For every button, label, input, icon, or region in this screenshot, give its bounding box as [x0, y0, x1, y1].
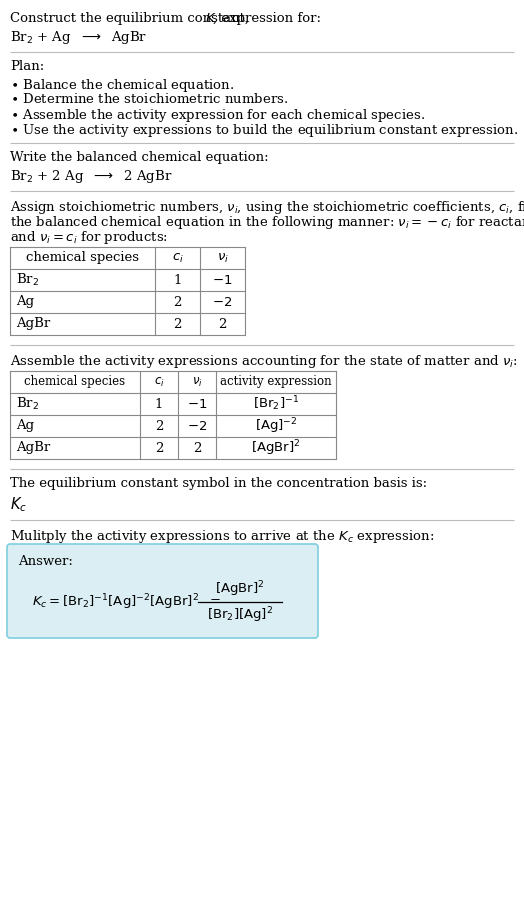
Text: $[\mathrm{Br}_2]^{-1}$: $[\mathrm{Br}_2]^{-1}$ [253, 395, 299, 414]
Text: Br$_2$: Br$_2$ [16, 272, 39, 288]
Text: $-1$: $-1$ [212, 273, 233, 287]
Text: 2: 2 [173, 317, 182, 331]
Text: The equilibrium constant symbol in the concentration basis is:: The equilibrium constant symbol in the c… [10, 477, 427, 490]
Text: Mulitply the activity expressions to arrive at the $K_c$ expression:: Mulitply the activity expressions to arr… [10, 528, 434, 545]
Text: Br$_2$ + 2 Ag  $\longrightarrow$  2 AgBr: Br$_2$ + 2 Ag $\longrightarrow$ 2 AgBr [10, 168, 172, 185]
Text: the balanced chemical equation in the following manner: $\nu_i = -c_i$ for react: the balanced chemical equation in the fo… [10, 214, 524, 231]
Text: 2: 2 [155, 420, 163, 432]
Text: AgBr: AgBr [16, 317, 50, 331]
Text: 1: 1 [155, 397, 163, 411]
Text: $[\mathrm{AgBr}]^{2}$: $[\mathrm{AgBr}]^{2}$ [252, 438, 301, 458]
Text: AgBr: AgBr [16, 441, 50, 455]
Text: , expression for:: , expression for: [213, 12, 321, 25]
Text: chemical species: chemical species [25, 376, 126, 388]
Text: 2: 2 [173, 296, 182, 308]
Text: Ag: Ag [16, 420, 34, 432]
Text: $K_c = [\mathrm{Br}_2]^{-1} [\mathrm{Ag}]^{-2} [\mathrm{AgBr}]^{2}$  $=$: $K_c = [\mathrm{Br}_2]^{-1} [\mathrm{Ag}… [32, 592, 221, 612]
Text: $-2$: $-2$ [187, 420, 207, 432]
Text: $[\mathrm{AgBr}]^{2}$: $[\mathrm{AgBr}]^{2}$ [215, 579, 265, 599]
Text: $c_i$: $c_i$ [171, 252, 183, 264]
Text: 2: 2 [219, 317, 227, 331]
Text: chemical species: chemical species [26, 252, 139, 264]
Text: $\bullet$ Determine the stoichiometric numbers.: $\bullet$ Determine the stoichiometric n… [10, 92, 288, 106]
Text: $-2$: $-2$ [212, 296, 233, 308]
Text: Assemble the activity expressions accounting for the state of matter and $\nu_i$: Assemble the activity expressions accoun… [10, 353, 518, 370]
Text: $K$: $K$ [205, 12, 216, 25]
Text: $[\mathrm{Br}_2] [\mathrm{Ag}]^{2}$: $[\mathrm{Br}_2] [\mathrm{Ag}]^{2}$ [207, 605, 273, 625]
Text: Br$_2$: Br$_2$ [16, 396, 39, 412]
Text: Write the balanced chemical equation:: Write the balanced chemical equation: [10, 151, 269, 164]
Text: Construct the equilibrium constant,: Construct the equilibrium constant, [10, 12, 253, 25]
Text: 2: 2 [155, 441, 163, 455]
Text: and $\nu_i = c_i$ for products:: and $\nu_i = c_i$ for products: [10, 229, 168, 246]
Text: Ag: Ag [16, 296, 34, 308]
Text: activity expression: activity expression [220, 376, 332, 388]
Text: 1: 1 [173, 273, 182, 287]
Text: $\bullet$ Assemble the activity expression for each chemical species.: $\bullet$ Assemble the activity expressi… [10, 107, 425, 124]
Text: $\bullet$ Balance the chemical equation.: $\bullet$ Balance the chemical equation. [10, 77, 234, 94]
Text: $c_i$: $c_i$ [154, 376, 165, 388]
Text: $\nu_i$: $\nu_i$ [216, 252, 228, 264]
Text: Assign stoichiometric numbers, $\nu_i$, using the stoichiometric coefficients, $: Assign stoichiometric numbers, $\nu_i$, … [10, 199, 524, 216]
FancyBboxPatch shape [7, 544, 318, 638]
Text: $[\mathrm{Ag}]^{-2}$: $[\mathrm{Ag}]^{-2}$ [255, 416, 297, 436]
Text: 2: 2 [193, 441, 201, 455]
Text: Br$_2$ + Ag  $\longrightarrow$  AgBr: Br$_2$ + Ag $\longrightarrow$ AgBr [10, 29, 147, 46]
Text: Answer:: Answer: [18, 555, 73, 568]
Text: $K_c$: $K_c$ [10, 495, 27, 513]
Text: Plan:: Plan: [10, 60, 44, 73]
Text: $\bullet$ Use the activity expressions to build the equilibrium constant express: $\bullet$ Use the activity expressions t… [10, 122, 518, 139]
Text: $-1$: $-1$ [187, 397, 207, 411]
Text: $\nu_i$: $\nu_i$ [192, 376, 202, 388]
